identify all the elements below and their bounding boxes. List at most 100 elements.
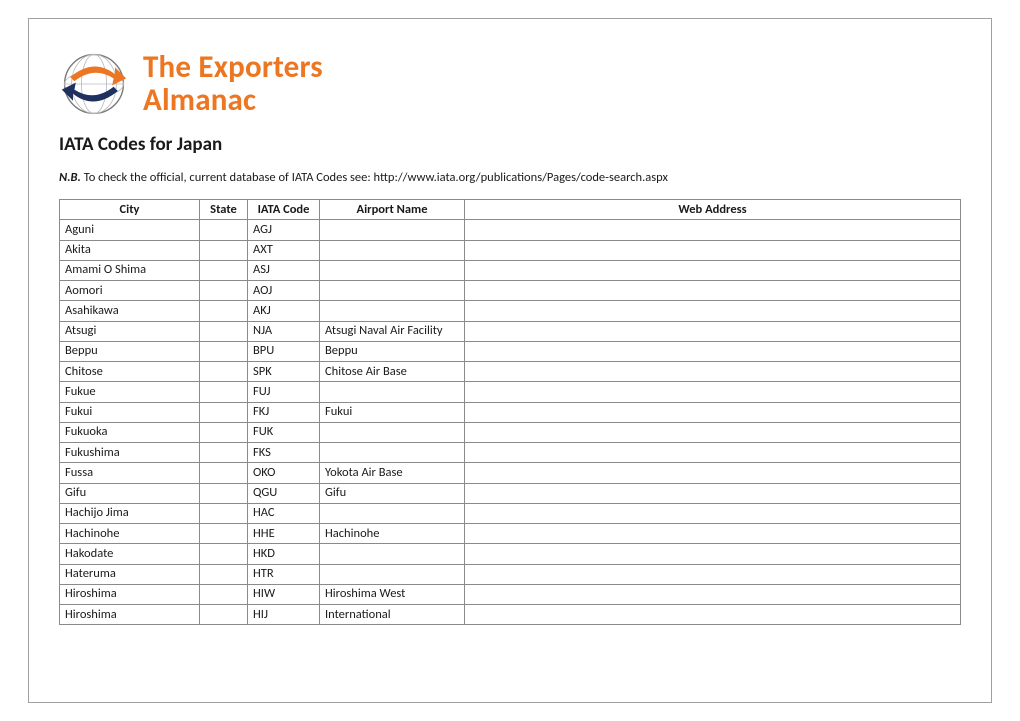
- table-cell: [200, 524, 248, 544]
- page-frame: The Exporters Almanac IATA Codes for Jap…: [28, 18, 992, 703]
- table-cell: Atsugi Naval Air Facility: [320, 321, 465, 341]
- table-cell: [465, 402, 961, 422]
- table-cell: BPU: [248, 341, 320, 361]
- table-cell: [465, 321, 961, 341]
- table-row: Hakodate HKD: [60, 544, 961, 564]
- table-cell: [320, 443, 465, 463]
- note-prefix: N.B.: [59, 170, 81, 185]
- table-cell: [200, 260, 248, 280]
- table-cell: NJA: [248, 321, 320, 341]
- table-cell: HIJ: [248, 605, 320, 625]
- globe-arrows-icon: [59, 49, 129, 119]
- table-cell: AOJ: [248, 281, 320, 301]
- table-cell: Hiroshima West: [320, 584, 465, 604]
- table-cell: [200, 240, 248, 260]
- table-cell: Fukushima: [60, 443, 200, 463]
- logo: The Exporters Almanac: [59, 49, 961, 119]
- table-cell: Hakodate: [60, 544, 200, 564]
- table-cell: Fukue: [60, 382, 200, 402]
- table-cell: HAC: [248, 503, 320, 523]
- col-airport: Airport Name: [320, 200, 465, 220]
- table-row: Fussa OKOYokota Air Base: [60, 463, 961, 483]
- table-cell: [465, 544, 961, 564]
- table-cell: Aomori: [60, 281, 200, 301]
- table-cell: [465, 422, 961, 442]
- table-cell: [200, 402, 248, 422]
- table-cell: [200, 281, 248, 301]
- note: N.B. To check the official, current data…: [59, 170, 961, 185]
- table-cell: [320, 503, 465, 523]
- table-row: Hateruma HTR: [60, 564, 961, 584]
- table-body: AguniAGJAkitaAXTAmami O ShimaASJAomoriAO…: [60, 220, 961, 625]
- table-cell: FUK: [248, 422, 320, 442]
- table-row: GifuQGUGifu: [60, 483, 961, 503]
- table-cell: [200, 564, 248, 584]
- table-cell: Akita: [60, 240, 200, 260]
- table-cell: [465, 341, 961, 361]
- table-cell: [465, 483, 961, 503]
- table-cell: Chitose: [60, 362, 200, 382]
- table-cell: [200, 341, 248, 361]
- table-cell: Hiroshima: [60, 584, 200, 604]
- table-cell: Fukui: [60, 402, 200, 422]
- page-title: IATA Codes for Japan: [59, 133, 961, 156]
- table-cell: [320, 281, 465, 301]
- table-cell: [200, 503, 248, 523]
- table-cell: Aguni: [60, 220, 200, 240]
- table-cell: [320, 240, 465, 260]
- col-city: City: [60, 200, 200, 220]
- table-cell: Hachinohe: [320, 524, 465, 544]
- table-cell: [320, 260, 465, 280]
- table-cell: [200, 463, 248, 483]
- table-cell: ASJ: [248, 260, 320, 280]
- table-cell: [465, 260, 961, 280]
- table-cell: HIW: [248, 584, 320, 604]
- table-cell: FKJ: [248, 402, 320, 422]
- table-cell: Yokota Air Base: [320, 463, 465, 483]
- table-cell: Beppu: [60, 341, 200, 361]
- table-cell: [320, 382, 465, 402]
- table-cell: Fussa: [60, 463, 200, 483]
- table-cell: Fukuoka: [60, 422, 200, 442]
- table-cell: [465, 463, 961, 483]
- table-cell: [465, 301, 961, 321]
- table-cell: [465, 362, 961, 382]
- table-cell: [465, 503, 961, 523]
- table-cell: [200, 605, 248, 625]
- table-cell: [465, 564, 961, 584]
- table-row: Akita AXT: [60, 240, 961, 260]
- table-row: Asahikawa AKJ: [60, 301, 961, 321]
- table-cell: [320, 220, 465, 240]
- table-cell: Hateruma: [60, 564, 200, 584]
- iata-table: City State IATA Code Airport Name Web Ad…: [59, 199, 961, 625]
- table-cell: [465, 524, 961, 544]
- table-cell: [200, 584, 248, 604]
- logo-line2: Almanac: [143, 84, 323, 117]
- table-cell: International: [320, 605, 465, 625]
- table-row: Hiroshima HIWHiroshima West: [60, 584, 961, 604]
- table-cell: [465, 281, 961, 301]
- table-cell: HTR: [248, 564, 320, 584]
- col-web: Web Address: [465, 200, 961, 220]
- table-cell: AKJ: [248, 301, 320, 321]
- table-cell: [465, 382, 961, 402]
- table-row: HiroshimaHIJInternational: [60, 605, 961, 625]
- table-cell: AXT: [248, 240, 320, 260]
- table-cell: Gifu: [60, 483, 200, 503]
- table-cell: [320, 544, 465, 564]
- table-cell: HHE: [248, 524, 320, 544]
- table-cell: [200, 362, 248, 382]
- table-row: BeppuBPUBeppu: [60, 341, 961, 361]
- table-cell: QGU: [248, 483, 320, 503]
- table-cell: [320, 564, 465, 584]
- table-cell: SPK: [248, 362, 320, 382]
- table-cell: Chitose Air Base: [320, 362, 465, 382]
- table-cell: [200, 301, 248, 321]
- table-cell: OKO: [248, 463, 320, 483]
- table-cell: Asahikawa: [60, 301, 200, 321]
- table-cell: [465, 584, 961, 604]
- table-cell: FUJ: [248, 382, 320, 402]
- table-row: Aomori AOJ: [60, 281, 961, 301]
- table-cell: HKD: [248, 544, 320, 564]
- table-row: FukushimaFKS: [60, 443, 961, 463]
